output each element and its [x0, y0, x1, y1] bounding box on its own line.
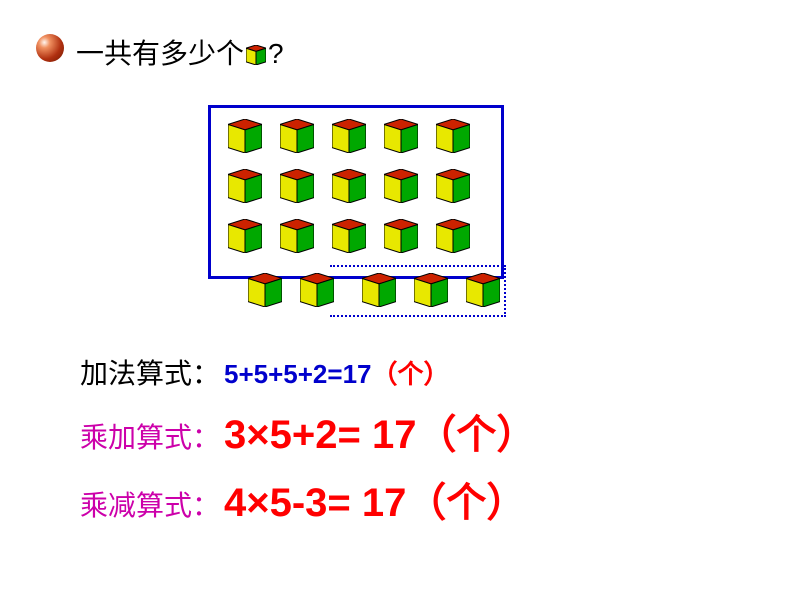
- cube-icon: [436, 119, 470, 153]
- cube-icon: [436, 169, 470, 203]
- addition-value: 5+5+5+2=17（个）: [224, 354, 450, 391]
- cube-row: [228, 119, 470, 153]
- cube-icon: [384, 119, 418, 153]
- mult-sub-unit: （个）: [406, 481, 526, 525]
- mult-add-value: 3×5+2= 17（个）: [224, 402, 536, 460]
- cube-icon: [280, 119, 314, 153]
- cube-icon: [280, 169, 314, 203]
- cube-icon: [248, 273, 282, 307]
- mult-sub-result: 17: [351, 481, 407, 525]
- cube-icon: [384, 219, 418, 253]
- mult-add-expr: 3×5+2=: [224, 413, 361, 457]
- mult-add-unit: （个）: [416, 413, 536, 457]
- cube-icon: [414, 273, 448, 307]
- heading-suffix: ?: [268, 38, 284, 69]
- addition-result: 17: [343, 359, 372, 389]
- cube-icon: [228, 169, 262, 203]
- bullet-icon: [36, 34, 64, 62]
- cube-row: [228, 219, 470, 253]
- cube-icon: [228, 119, 262, 153]
- cube-icon: [332, 169, 366, 203]
- addition-expr: 5+5+5+2=: [224, 359, 343, 389]
- mult-sub-value: 4×5-3= 17（个）: [224, 470, 526, 528]
- mult-add-label: 乘加算式：: [80, 416, 220, 456]
- cube-row-partial: [248, 273, 500, 307]
- addition-unit: （个）: [372, 359, 450, 389]
- cube-icon: [332, 119, 366, 153]
- heading-cube-icon: [246, 40, 266, 72]
- cube-icon: [332, 219, 366, 253]
- cube-icon: [466, 273, 500, 307]
- cube-icon: [280, 219, 314, 253]
- heading-prefix: 一共有多少个: [76, 38, 244, 69]
- mult-sub-expr: 4×5-3=: [224, 481, 351, 525]
- question-heading: 一共有多少个 ?: [76, 32, 284, 72]
- cube-icon: [384, 169, 418, 203]
- cube-icon: [362, 273, 396, 307]
- cube-icon: [300, 273, 334, 307]
- addition-label: 加法算式：: [80, 352, 220, 392]
- mult-sub-label: 乘减算式：: [80, 484, 220, 524]
- cube-row: [228, 169, 470, 203]
- cube-icon: [228, 219, 262, 253]
- cube-icon: [436, 219, 470, 253]
- mult-add-result: 17: [361, 413, 417, 457]
